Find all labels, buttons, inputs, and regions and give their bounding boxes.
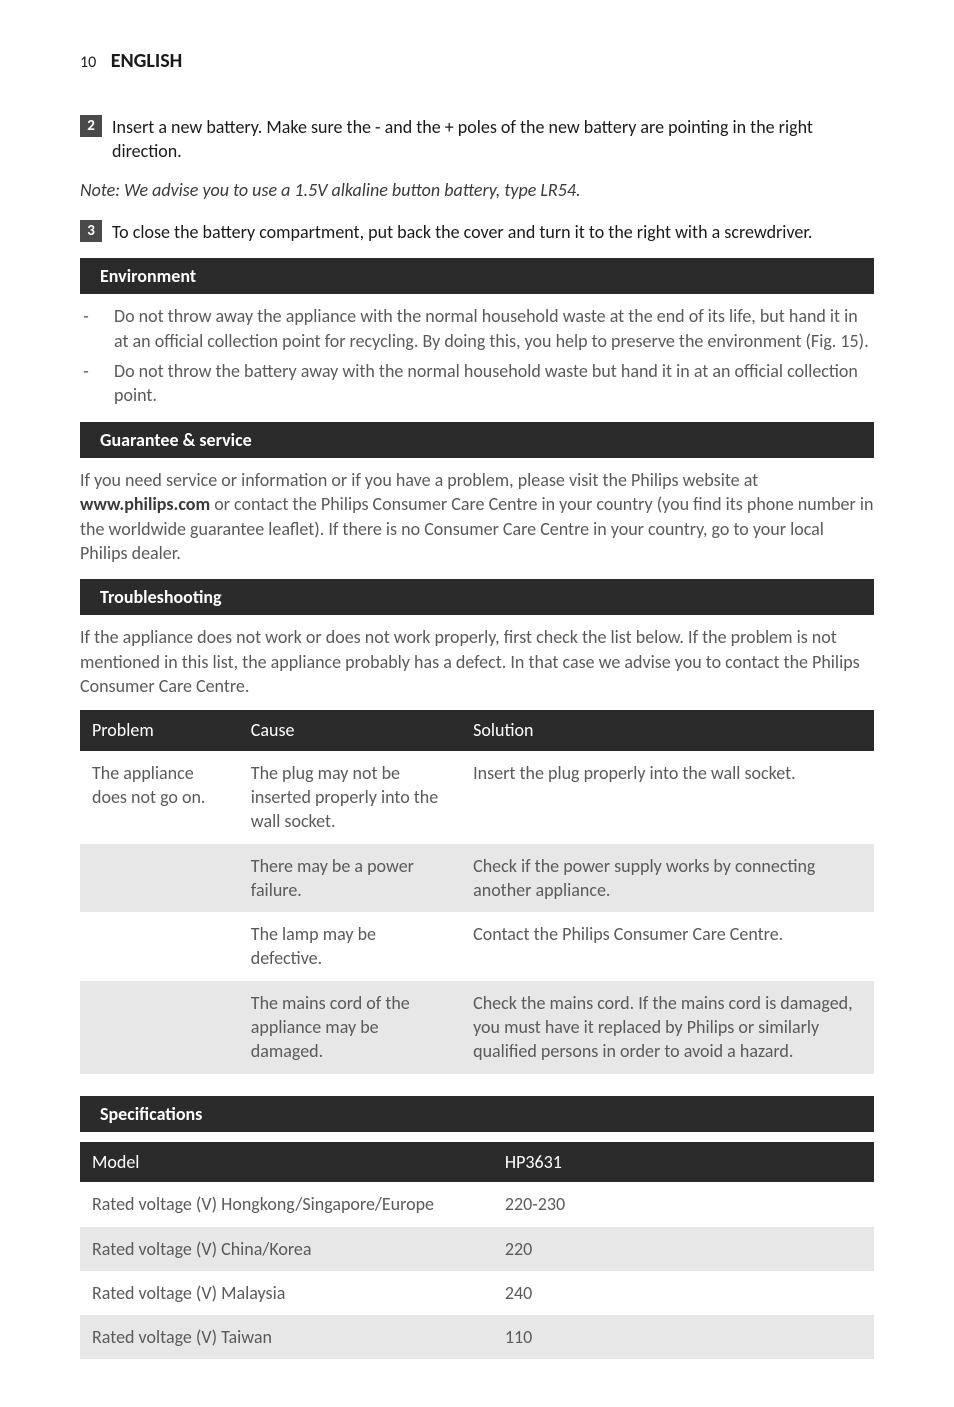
cell-spec-value: 110 (493, 1315, 874, 1359)
guarantee-paragraph: If you need service or information or if… (80, 468, 874, 565)
cell-solution: Check the mains cord. If the mains cord … (461, 981, 874, 1074)
list-item-text: Do not throw the battery away with the n… (114, 359, 874, 408)
cell-problem: The appliance does not go on. (80, 751, 239, 844)
step-number-box: 2 (80, 115, 102, 137)
cell-spec-value: 240 (493, 1271, 874, 1315)
section-guarantee-title: Guarantee & service (80, 422, 874, 458)
step-text: Insert a new battery. Make sure the - an… (112, 115, 874, 164)
table-row: There may be a power failure.Check if th… (80, 844, 874, 913)
table-row: The mains cord of the appliance may be d… (80, 981, 874, 1074)
specifications-table: Model HP3631 Rated voltage (V) Hongkong/… (80, 1142, 874, 1359)
list-item-text: Do not throw away the appliance with the… (114, 304, 874, 353)
section-specifications-title: Specifications (80, 1096, 874, 1132)
list-item: -Do not throw the battery away with the … (80, 359, 874, 408)
dash-icon: - (80, 359, 92, 408)
section-environment-title: Environment (80, 258, 874, 294)
cell-solution: Check if the power supply works by conne… (461, 844, 874, 913)
section-troubleshooting-title: Troubleshooting (80, 579, 874, 615)
battery-note: Note: We advise you to use a 1.5V alkali… (80, 178, 874, 202)
table-row: Rated voltage (V) Taiwan110 (80, 1315, 874, 1359)
cell-spec-label: Rated voltage (V) Hongkong/Singapore/Eur… (80, 1182, 493, 1226)
cell-solution: Contact the Philips Consumer Care Centre… (461, 912, 874, 981)
cell-cause: There may be a power failure. (239, 844, 461, 913)
th-cause: Cause (239, 710, 461, 750)
step-number-box: 3 (80, 220, 102, 242)
cell-cause: The plug may not be inserted properly in… (239, 751, 461, 844)
table-row: Rated voltage (V) China/Korea220 (80, 1227, 874, 1271)
table-row: Rated voltage (V) Hongkong/Singapore/Eur… (80, 1182, 874, 1226)
th-problem: Problem (80, 710, 239, 750)
th-model-value: HP3631 (493, 1142, 874, 1182)
cell-problem (80, 844, 239, 913)
cell-problem (80, 912, 239, 981)
cell-cause: The mains cord of the appliance may be d… (239, 981, 461, 1074)
cell-spec-label: Rated voltage (V) Taiwan (80, 1315, 493, 1359)
page-header: 10 ENGLISH (80, 48, 874, 75)
step-3: 3 To close the battery compartment, put … (80, 220, 874, 244)
cell-spec-value: 220 (493, 1227, 874, 1271)
troubleshooting-intro: If the appliance does not work or does n… (80, 625, 874, 698)
page-language: ENGLISH (111, 49, 183, 73)
list-item: -Do not throw away the appliance with th… (80, 304, 874, 353)
th-solution: Solution (461, 710, 874, 750)
page-number: 10 (80, 53, 96, 72)
dash-icon: - (80, 304, 92, 353)
guarantee-text-pre: If you need service or information or if… (80, 469, 758, 491)
cell-spec-label: Rated voltage (V) China/Korea (80, 1227, 493, 1271)
cell-spec-label: Rated voltage (V) Malaysia (80, 1271, 493, 1315)
cell-spec-value: 220-230 (493, 1182, 874, 1226)
cell-problem (80, 981, 239, 1074)
table-row: The lamp may be defective.Contact the Ph… (80, 912, 874, 981)
troubleshooting-table: Problem Cause Solution The appliance doe… (80, 710, 874, 1073)
table-row: Rated voltage (V) Malaysia240 (80, 1271, 874, 1315)
cell-solution: Insert the plug properly into the wall s… (461, 751, 874, 844)
table-row: The appliance does not go on.The plug ma… (80, 751, 874, 844)
step-2: 2 Insert a new battery. Make sure the - … (80, 115, 874, 164)
environment-list: -Do not throw away the appliance with th… (80, 304, 874, 407)
th-model: Model (80, 1142, 493, 1182)
step-text: To close the battery compartment, put ba… (112, 220, 874, 244)
philips-website-link: www.philips.com (80, 493, 210, 515)
cell-cause: The lamp may be defective. (239, 912, 461, 981)
